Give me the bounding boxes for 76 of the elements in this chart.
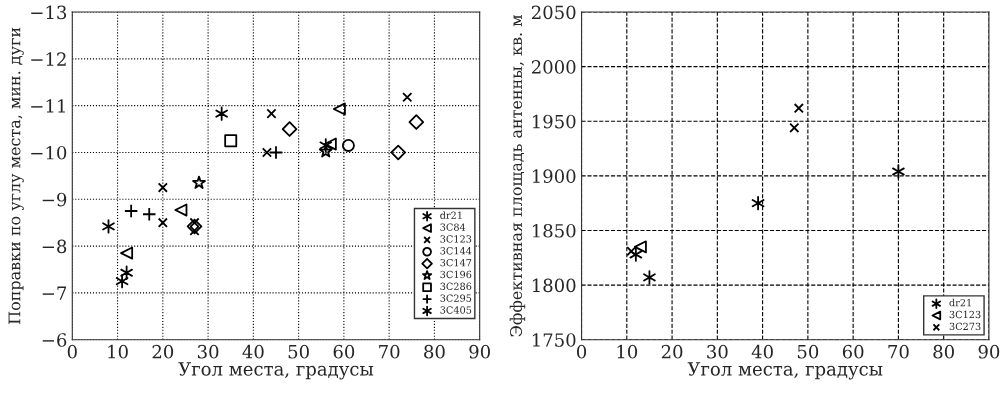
legend-label: 3C123 (440, 235, 472, 243)
legend-label: 3C144 (440, 247, 472, 255)
point (174, 203, 188, 217)
y-tick-label: 1850 (532, 223, 576, 238)
y-tick-label: −12 (31, 52, 66, 66)
x-axis-title: Угол места, градусы (178, 362, 374, 380)
y-tick-label: 1900 (532, 169, 576, 183)
y-tick-label: −13 (31, 5, 67, 20)
point (157, 182, 168, 193)
y-tick-label: −11 (31, 99, 65, 113)
y-axis-title: Поправки по углу места, мин. дуги (8, 27, 24, 324)
y-tick-label: 1800 (532, 278, 576, 293)
legend-label: 3C84 (440, 223, 466, 231)
x-tick-label: 10 (108, 344, 128, 359)
y-axis-title: Эффективная площадь антенны, кв. м (509, 14, 526, 337)
point (341, 138, 355, 152)
x-tick-label: 20 (661, 344, 683, 359)
x-tick-label: 40 (751, 344, 773, 359)
legend-label: 3C405 (440, 306, 472, 314)
x-tick-label: 40 (242, 344, 264, 359)
point (261, 147, 273, 158)
x-tick-label: 20 (152, 344, 174, 359)
y-tick-label: 2000 (531, 60, 576, 74)
point (332, 102, 346, 116)
x-axis-title: Угол места, градусы (687, 362, 883, 380)
x-tick-label: 10 (617, 344, 638, 359)
x-tick-label: 70 (888, 344, 909, 359)
legend-label: dr21 (949, 298, 971, 307)
x-tick-label: 50 (797, 344, 819, 359)
y-tick-label: 1750 (532, 333, 576, 347)
point (266, 108, 277, 119)
x-tick-label: 60 (842, 344, 864, 359)
x-tick-label: 30 (707, 344, 728, 359)
point (751, 196, 765, 211)
legend-label: dr21 (440, 211, 462, 219)
x-tick-label: 60 (333, 344, 355, 359)
point (793, 103, 804, 114)
x-tick-label: 50 (288, 344, 309, 359)
x-tick-label: 0 (67, 344, 77, 359)
x-tick-label: 80 (933, 344, 954, 359)
legend-label: 3C286 (440, 282, 472, 290)
y-tick-label: −6 (42, 333, 67, 347)
legend-label: 3C273 (949, 322, 981, 331)
point (789, 122, 800, 133)
x-tick-label: 70 (379, 344, 400, 359)
legend-label: 3C295 (440, 294, 472, 302)
y-tick-label: −8 (42, 239, 67, 254)
point (268, 145, 284, 160)
x-tick-label: 90 (978, 344, 1000, 359)
point (215, 106, 228, 121)
x-tick-label: 80 (424, 344, 445, 359)
point (123, 203, 139, 219)
point (142, 207, 157, 222)
point (192, 175, 206, 189)
legend-label: 3C196 (440, 270, 472, 279)
point (323, 137, 337, 151)
point (186, 218, 203, 235)
legend-label: 3C123 (949, 310, 981, 319)
point (402, 92, 413, 103)
y-tick-label: −10 (31, 145, 67, 160)
y-tick-label: 2050 (531, 5, 576, 20)
point (224, 134, 238, 148)
point (120, 246, 134, 260)
point (157, 217, 168, 228)
point (115, 274, 129, 289)
x-tick-label: 30 (197, 344, 219, 359)
y-tick-label: 1950 (532, 114, 576, 129)
x-tick-label: 90 (469, 344, 490, 359)
legend-label: 3C147 (440, 258, 472, 267)
point (633, 240, 647, 254)
point (408, 114, 425, 130)
y-tick-label: −9 (42, 192, 67, 207)
point (281, 121, 298, 137)
y-tick-label: −7 (42, 286, 67, 300)
x-tick-label: 0 (576, 344, 587, 359)
point (390, 144, 406, 161)
